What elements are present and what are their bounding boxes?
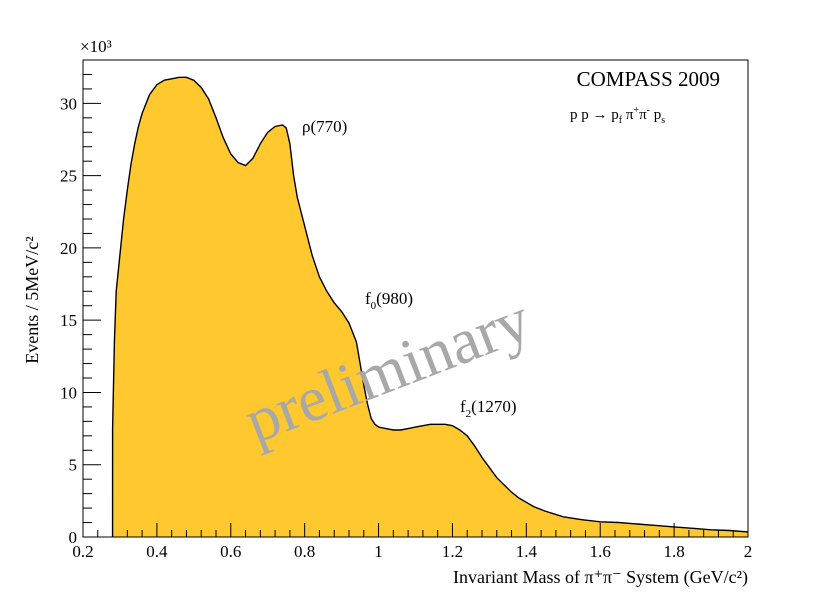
x-tick-label: 0.6 [220,542,241,561]
reaction-sup-plus: + [633,105,639,116]
reaction-label: p p → pf π+π- ps [570,105,665,126]
x-axis-title: Invariant Mass of π⁺π⁻ System (GeV/c²) [453,567,748,588]
y-multiplier: ×10³ [80,37,112,56]
y-tick-label: 30 [60,94,77,113]
f2-letter: f [460,397,466,416]
x-tick-label: 1 [374,542,383,561]
x-tick-label: 1.8 [663,542,684,561]
f2-mass: (1270) [471,397,516,416]
y-axis: 0 5 10 15 20 25 30 [60,59,101,547]
histogram-fill [112,77,749,538]
plot-frame [82,59,749,538]
y-tick-label: 25 [60,167,77,186]
y-axis-title: Events / 5MeV/c² [22,236,42,363]
x-axis: 0.2 0.4 0.6 0.8 1 1.2 1.4 1.6 1.8 2 [72,523,752,561]
x-tick-label: 0.2 [72,542,93,561]
rho-770-label: ρ(770) [302,117,347,136]
reaction-pi: π [622,107,634,123]
y-tick-label: 15 [60,311,77,330]
f0-letter: f [365,289,371,308]
reaction-sub-s: s [661,115,665,126]
f2-subscript: 2 [466,408,472,420]
y-tick-label: 10 [60,383,77,402]
reaction-sub-f: f [619,115,623,126]
x-tick-label: 0.4 [146,542,168,561]
y-tick-label: 20 [60,239,77,258]
x-tick-label: 1.2 [442,542,463,561]
reaction-sup-minus: - [647,105,650,116]
y-tick-label: 0 [69,528,78,547]
y-tick-label: 5 [69,456,78,475]
x-tick-label: 1.6 [590,542,611,561]
f0-mass: (980) [376,289,413,308]
f0-980-label: f0(980) [365,289,413,312]
plot-area [111,76,749,538]
experiment-label: COMPASS 2009 [577,67,720,91]
x-tick-label: 1.4 [516,542,538,561]
reaction-pi2: π [639,107,647,123]
f2-1270-label: f2(1270) [460,397,517,420]
histogram-outline [111,76,749,538]
reaction-main: p p → p [570,107,619,123]
reaction-ps: p [650,107,661,123]
x-tick-label: 2 [744,542,753,561]
x-tick-label: 0.8 [294,542,315,561]
f0-subscript: 0 [371,300,377,312]
